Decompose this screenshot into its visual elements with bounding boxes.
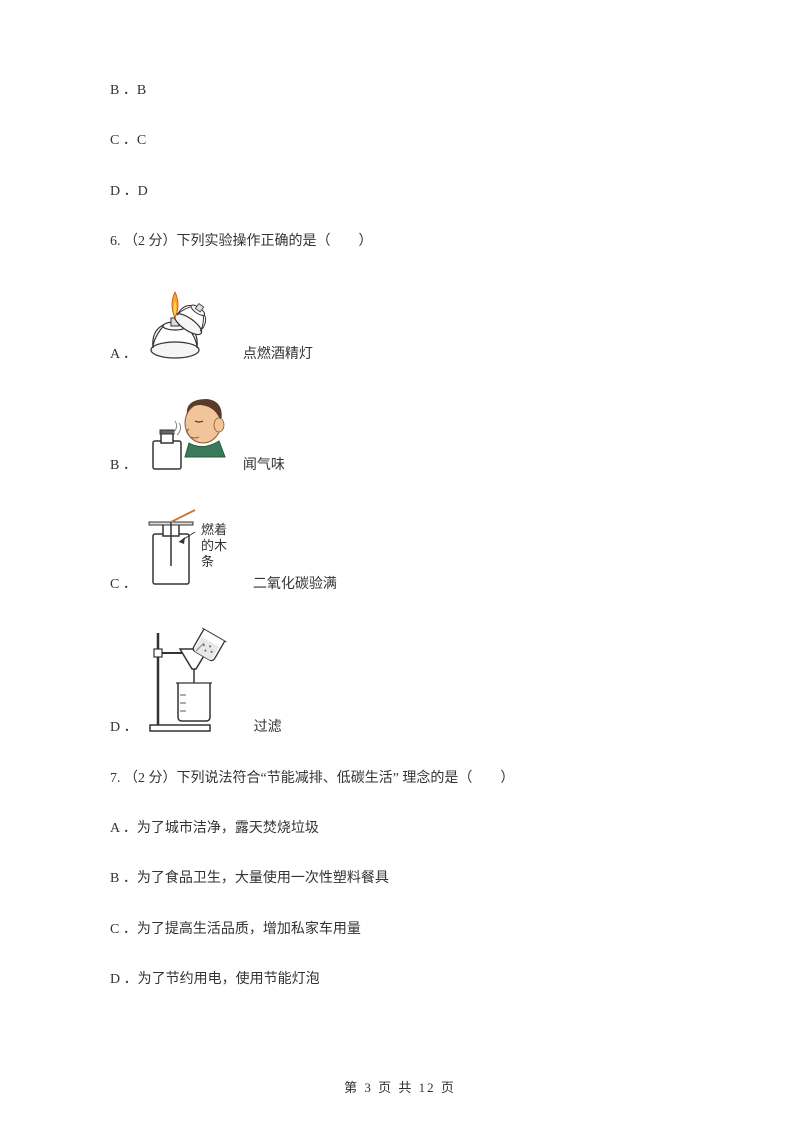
q6-d-prefix: D ． [110,716,138,740]
annot-line3: 条 [201,554,214,569]
page-content: B ．B C ．C D ．D 6. （2 分）下列实验操作正确的是（ ） A ． [0,0,800,1060]
prev-option-d: D ．D [110,181,690,203]
q6-stem: 6. （2 分）下列实验操作正确的是（ ） [110,231,690,253]
q6-option-c: C ． 燃着 的木 条 二氧化碳验满 [110,506,690,597]
alcohol-lamp-diagram [145,282,235,367]
q6-c-label: 二氧化碳验满 [253,573,337,597]
q6-option-a: A ． 点燃酒精灯 [110,282,690,367]
q6-b-prefix: B ． [110,454,137,478]
q6-d-label: 过滤 [254,716,282,740]
q6-c-prefix: C ． [110,573,137,597]
page-footer: 第 3 页 共 12 页 [0,1077,800,1096]
q7-option-b: B ．为了食品卫生，大量使用一次性塑料餐具 [110,868,690,890]
prev-option-b: B ．B [110,80,690,102]
q7-stem: 7. （2 分）下列说法符合“节能减排、低碳生活” 理念的是（ ） [110,768,690,790]
prev-option-c: C ．C [110,130,690,152]
q7-option-d: D ．为了节约用电，使用节能灯泡 [110,969,690,991]
annot-line1: 燃着 [201,522,227,537]
q6-b-label: 闻气味 [243,454,285,478]
q6-a-prefix: A ． [110,343,137,367]
smell-diagram [145,395,235,478]
filtration-diagram [146,625,246,740]
q6-option-b: B ． [110,395,690,478]
q7-option-a: A ．为了城市洁净，露天焚烧垃圾 [110,818,690,840]
co2-test-diagram: 燃着 的木 条 [145,506,245,597]
q7-option-c: C ．为了提高生活品质，增加私家车用量 [110,919,690,941]
q6-option-d: D ． [110,625,690,740]
annot-line2: 的木 [201,538,227,553]
q6-a-label: 点燃酒精灯 [243,343,313,367]
